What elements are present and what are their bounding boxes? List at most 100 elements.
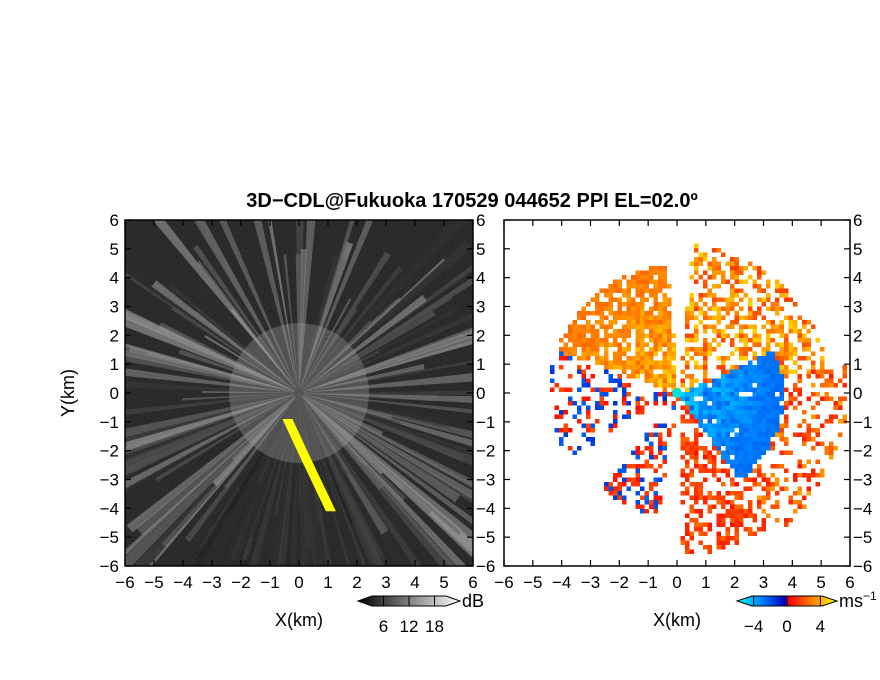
snr-colorbar-ticks: 6 12 18 xyxy=(379,596,444,636)
velocity-cell xyxy=(662,284,667,289)
velocity-cell xyxy=(640,297,645,302)
velocity-cell xyxy=(775,378,780,383)
velocity-cell xyxy=(779,410,784,415)
velocity-cell xyxy=(698,540,703,545)
velocity-cell xyxy=(577,311,582,316)
velocity-cell xyxy=(694,522,699,527)
velocity-cell xyxy=(590,441,595,446)
velocity-cell xyxy=(802,356,807,361)
velocity-cell xyxy=(712,261,717,266)
velocity-cell xyxy=(649,333,654,338)
velocity-cell xyxy=(784,486,789,491)
velocity-cell xyxy=(712,248,717,253)
velocity-cell xyxy=(622,315,627,320)
velocity-cell xyxy=(622,414,627,419)
velocity-cell xyxy=(784,293,789,298)
velocity-cell xyxy=(748,477,753,482)
velocity-cell xyxy=(748,468,753,473)
velocity-cell xyxy=(739,347,744,352)
velocity-cell xyxy=(743,455,748,460)
velocity-cell xyxy=(761,441,766,446)
velocity-cell xyxy=(793,491,798,496)
velocity-cell xyxy=(604,338,609,343)
velocity-cell xyxy=(725,414,730,419)
velocity-cell xyxy=(595,342,600,347)
velocity-cell xyxy=(716,441,721,446)
velocity-cell xyxy=(766,437,771,442)
radar-site-marker-velocity xyxy=(672,388,682,398)
velocity-cell xyxy=(631,477,636,482)
velocity-cell xyxy=(707,405,712,410)
velocity-cell xyxy=(838,432,843,437)
velocity-cell xyxy=(608,333,613,338)
velocity-cell xyxy=(716,518,721,523)
velocity-cell xyxy=(761,477,766,482)
velocity-cell xyxy=(802,342,807,347)
velocity-cell xyxy=(581,383,586,388)
velocity-cell xyxy=(635,311,640,316)
velocity-cell xyxy=(712,315,717,320)
velocity-cell xyxy=(622,351,627,356)
snr-x-tick-label: 6 xyxy=(468,573,477,592)
velocity-cell xyxy=(802,437,807,442)
velocity-cell xyxy=(662,315,667,320)
velocity-cell xyxy=(644,369,649,374)
velocity-cell xyxy=(635,396,640,401)
velocity-cell xyxy=(721,540,726,545)
velocity-cell xyxy=(788,392,793,397)
velocity-y-tick-label-right: −4 xyxy=(853,499,872,518)
velocity-cell xyxy=(703,468,708,473)
velocity-cell xyxy=(631,306,636,311)
velocity-cell xyxy=(658,423,663,428)
velocity-cell xyxy=(662,473,667,478)
velocity-cell xyxy=(658,365,663,370)
velocity-cell xyxy=(748,396,753,401)
velocity-cell xyxy=(793,324,798,329)
velocity-cell xyxy=(721,455,726,460)
velocity-cell xyxy=(761,351,766,356)
velocity-cell xyxy=(599,401,604,406)
velocity-cell xyxy=(761,450,766,455)
velocity-cell xyxy=(559,351,564,356)
velocity-cell xyxy=(757,410,762,415)
velocity-cell xyxy=(658,360,663,365)
velocity-cell xyxy=(613,419,618,424)
velocity-cell xyxy=(644,288,649,293)
velocity-cell xyxy=(770,338,775,343)
velocity-cell xyxy=(739,396,744,401)
velocity-cell xyxy=(797,356,802,361)
velocity-cell xyxy=(658,441,663,446)
velocity-cell xyxy=(748,509,753,514)
velocity-cell xyxy=(689,297,694,302)
velocity-cell xyxy=(590,311,595,316)
velocity-cell xyxy=(752,482,757,487)
velocity-cell xyxy=(613,365,618,370)
velocity-cell xyxy=(694,414,699,419)
velocity-cell xyxy=(757,504,762,509)
velocity-cell xyxy=(595,356,600,361)
velocity-cell xyxy=(685,333,690,338)
velocity-cell xyxy=(797,464,802,469)
velocity-cell xyxy=(752,266,757,271)
velocity-cell xyxy=(671,351,676,356)
velocity-cell xyxy=(703,252,708,257)
velocity-cell xyxy=(703,324,708,329)
velocity-cell xyxy=(662,333,667,338)
velocity-cell xyxy=(640,342,645,347)
velocity-cell xyxy=(604,324,609,329)
velocity-cell xyxy=(640,329,645,334)
velocity-cell xyxy=(649,324,654,329)
velocity-cell xyxy=(698,419,703,424)
velocity-cell xyxy=(766,477,771,482)
velocity-cell xyxy=(707,491,712,496)
velocity-cell xyxy=(617,315,622,320)
velocity-cell xyxy=(779,347,784,352)
velocity-cell xyxy=(770,351,775,356)
velocity-cell xyxy=(563,423,568,428)
velocity-cell xyxy=(617,284,622,289)
velocity-cell xyxy=(802,464,807,469)
velocity-y-tick-label-right: −1 xyxy=(853,413,872,432)
velocity-cell xyxy=(730,504,735,509)
velocity-cell xyxy=(793,347,798,352)
